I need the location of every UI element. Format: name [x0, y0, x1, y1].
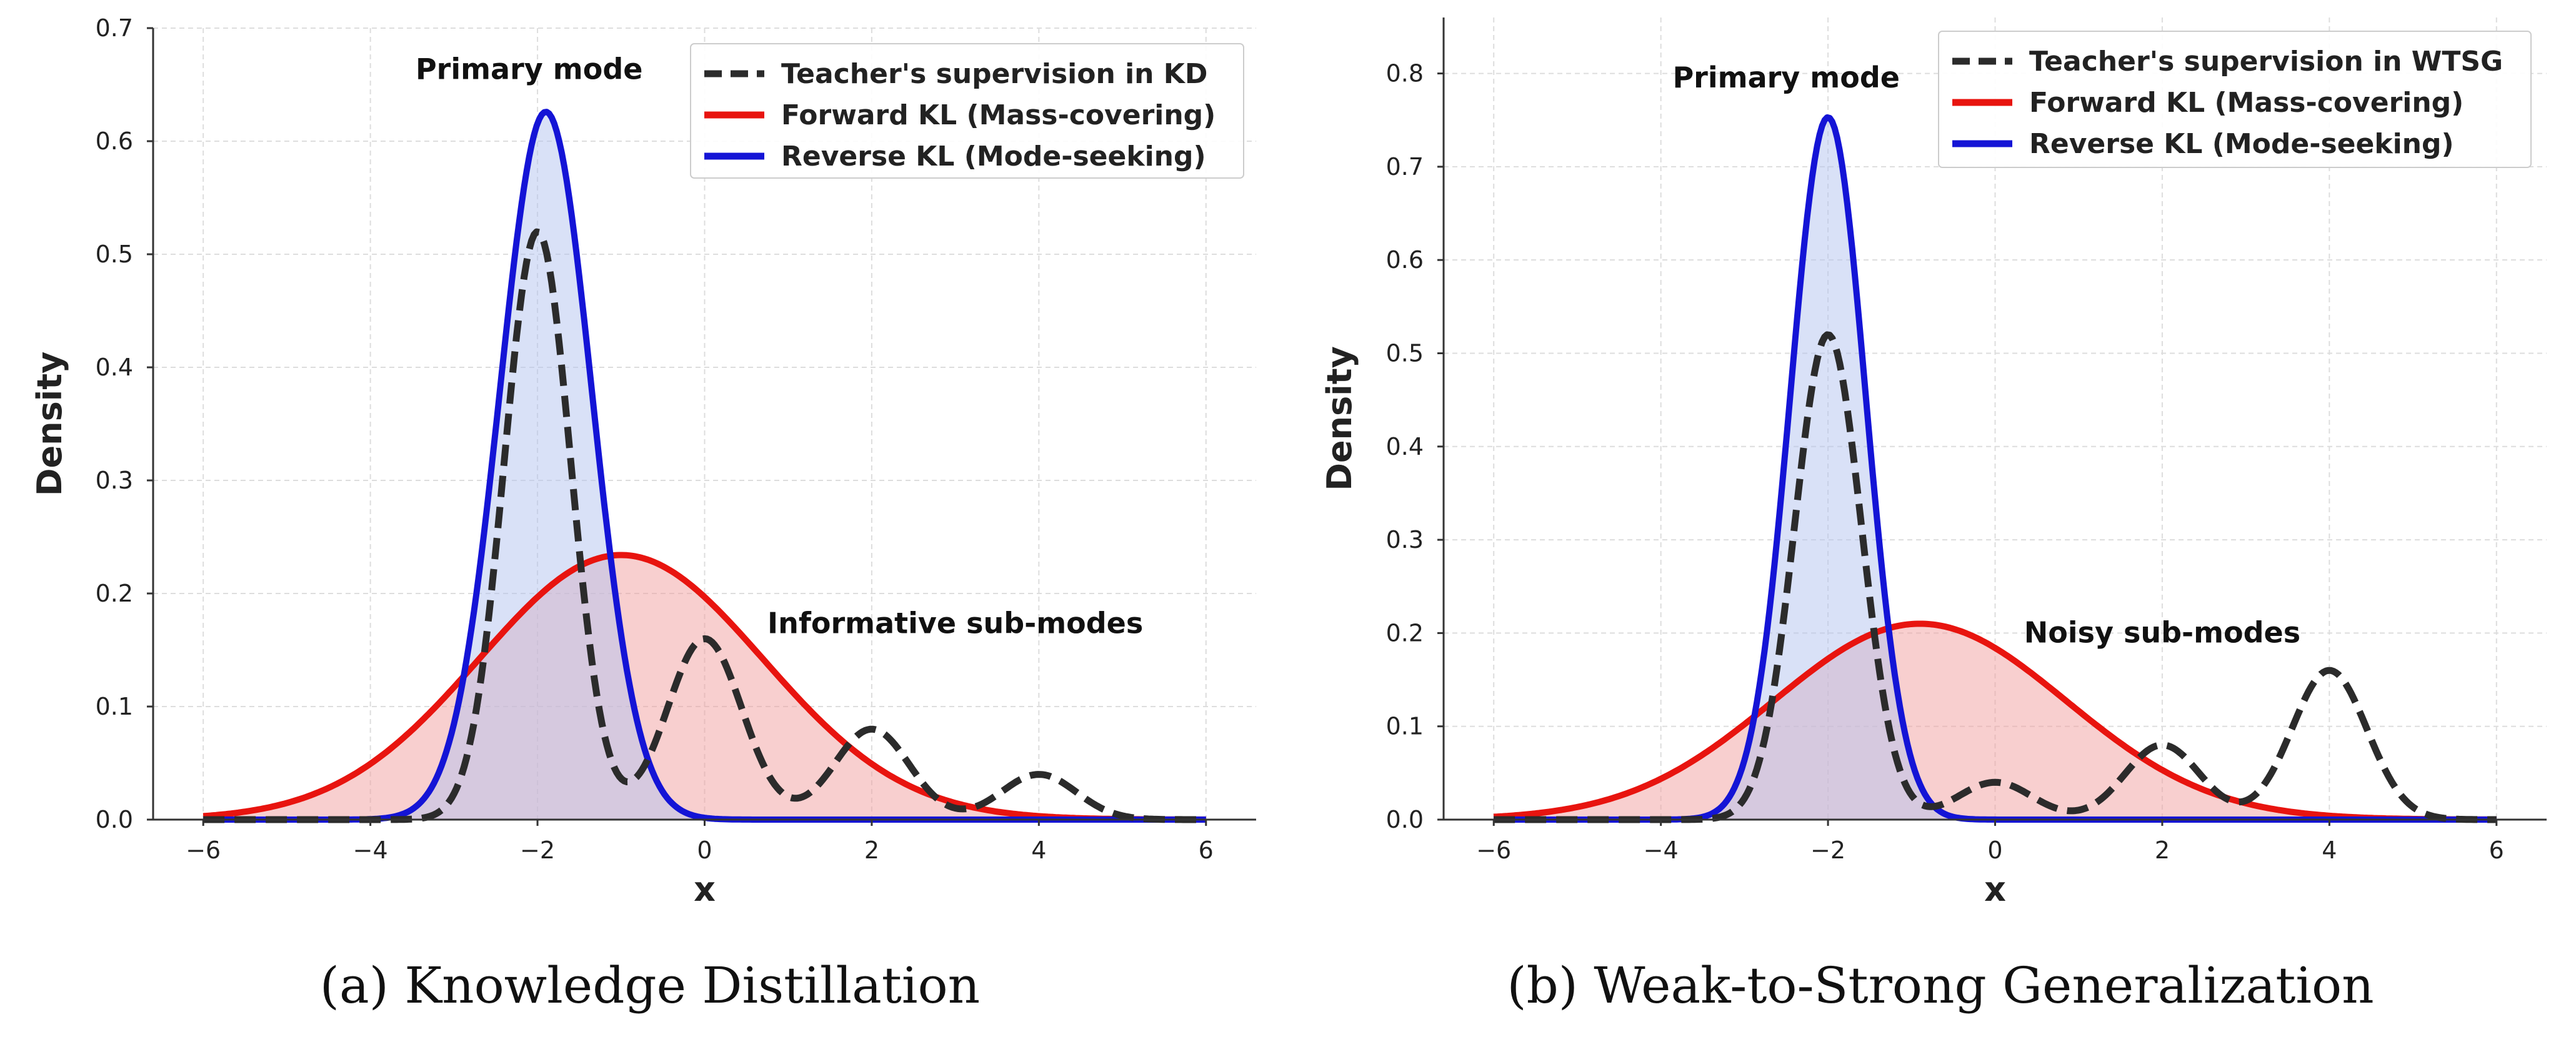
x-axis-label: x [694, 870, 716, 909]
panel-caption: (a) Knowledge Distillation [320, 956, 980, 1015]
y-tick-label: 0.4 [96, 354, 133, 381]
x-tick-label: −2 [520, 836, 555, 864]
legend-label: Teacher's supervision in WTSG [2029, 46, 2503, 77]
legend-label: Forward KL (Mass-covering) [2029, 87, 2464, 119]
annotation-text: Informative sub-modes [767, 606, 1143, 640]
annotation-text: Primary mode [416, 52, 643, 86]
legend-label: Reverse KL (Mode-seeking) [2029, 128, 2454, 160]
y-tick-label: 0.6 [96, 127, 133, 155]
y-axis-label: Density [30, 352, 69, 497]
y-tick-label: 0.5 [1386, 339, 1424, 367]
annotation-text: Primary mode [1672, 61, 1900, 94]
series-fill-1 [1494, 623, 2497, 820]
y-tick-label: 0.2 [1386, 619, 1424, 647]
legend-label: Forward KL (Mass-covering) [781, 99, 1216, 131]
y-tick-label: 0.8 [1386, 60, 1424, 87]
x-tick-label: 2 [864, 836, 879, 864]
x-tick-label: 4 [2322, 836, 2337, 864]
y-tick-label: 0.7 [1386, 153, 1424, 181]
legend-label: Teacher's supervision in KD [781, 58, 1207, 90]
legend-box [690, 43, 1244, 179]
y-tick-label: 0.1 [96, 693, 133, 720]
x-tick-label: −6 [1476, 836, 1511, 864]
x-tick-label: 6 [2489, 836, 2504, 864]
legend-label: Reverse KL (Mode-seeking) [781, 141, 1206, 172]
panel-caption: (b) Weak-to-Strong Generalization [1507, 956, 2374, 1015]
annotation-text: Noisy sub-modes [2024, 615, 2300, 649]
x-tick-label: −2 [1810, 836, 1845, 864]
y-tick-label: 0.2 [96, 580, 133, 607]
y-tick-label: 0.3 [96, 467, 133, 494]
x-tick-label: 0 [1987, 836, 2002, 864]
x-axis-label: x [1984, 870, 2006, 909]
panel-a-knowledge-distillation: −6 −4 −2 0 2 4 6 0.0 0.1 0.2 0.3 0.4 0.5 0.6 0.7 x Densi… [30, 14, 1256, 1015]
y-tick-label: 0.5 [96, 241, 133, 268]
y-tick-label: 0.4 [1386, 433, 1424, 460]
x-tick-label: −4 [1644, 836, 1679, 864]
y-tick-label: 0.0 [1386, 806, 1424, 833]
x-tick-label: 0 [697, 836, 712, 864]
y-tick-label: 0.7 [96, 14, 133, 42]
y-tick-label: 0.1 [1386, 713, 1424, 740]
x-tick-label: 2 [2155, 836, 2170, 864]
legend-box [1938, 31, 2532, 168]
x-tick-label: −4 [353, 836, 388, 864]
y-tick-label: 0.0 [96, 806, 133, 833]
series-line-1 [1493, 620, 2497, 823]
y-tick-label: 0.3 [1386, 526, 1424, 553]
x-tick-label: 6 [1199, 836, 1214, 864]
y-tick-label: 0.6 [1386, 246, 1424, 274]
panel-b-weak-to-strong: −6 −4 −2 0 2 4 6 0.0 0.1 0.2 0.3 0.4 0.5 0.6 0.7 0.8 x De… [1320, 17, 2547, 1015]
series-line-1 [202, 552, 1207, 823]
y-axis-label: Density [1320, 346, 1359, 491]
x-tick-label: 4 [1031, 836, 1046, 864]
x-tick-label: −6 [186, 836, 221, 864]
